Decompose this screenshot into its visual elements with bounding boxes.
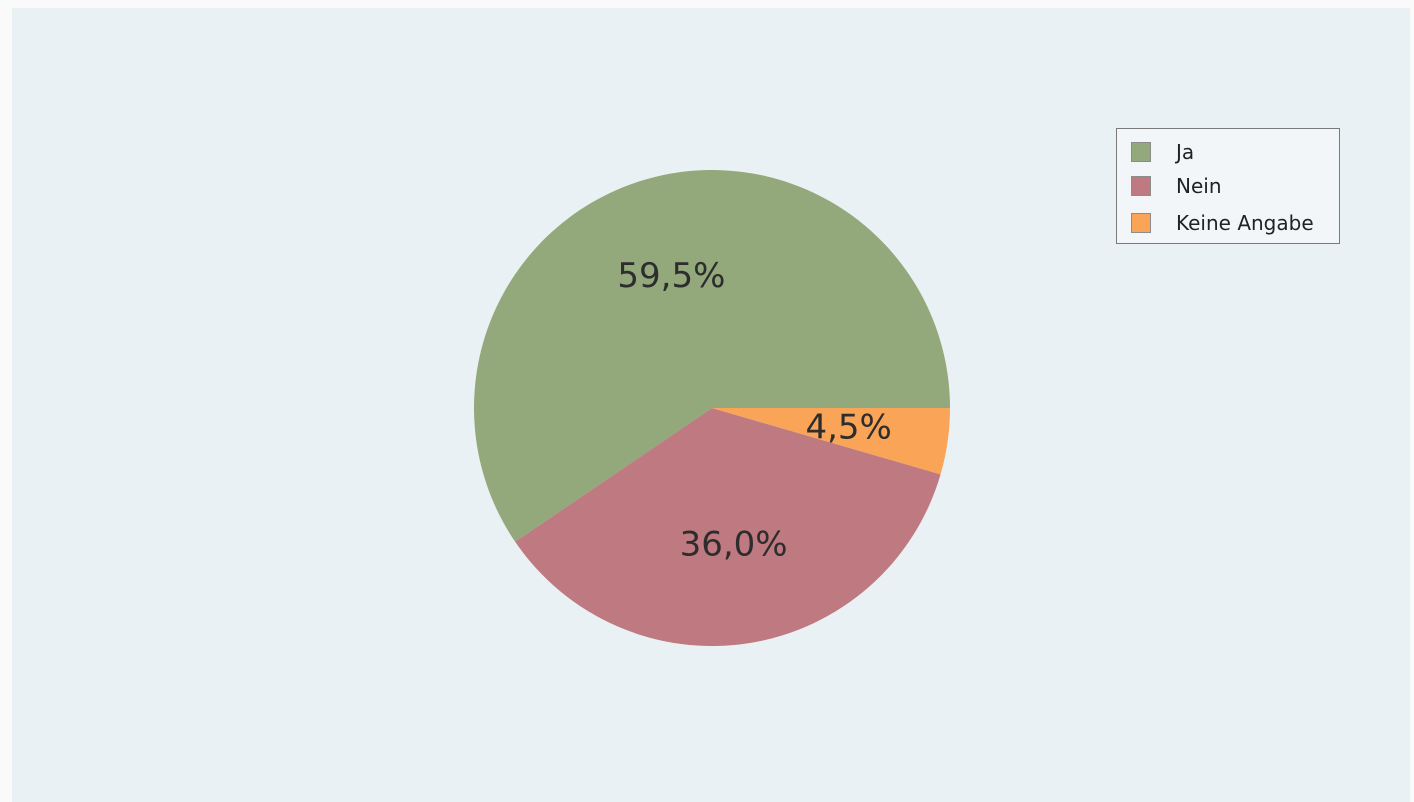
legend-label-ja: Ja: [1176, 140, 1195, 164]
legend-label-keine-angabe: Keine Angabe: [1176, 211, 1314, 235]
legend-swatch-ja: [1131, 142, 1151, 162]
legend-swatch-keine-angabe: [1131, 213, 1151, 233]
legend-item-ja: Ja: [1131, 140, 1195, 164]
legend-item-keine-angabe: Keine Angabe: [1131, 211, 1314, 235]
slice-label-ja: 59,5%: [617, 256, 725, 296]
legend-swatch-nein: [1131, 176, 1151, 196]
slice-label-keine-angabe: 4,5%: [805, 407, 891, 447]
pie-chart: 59,5% 36,0% 4,5%: [474, 170, 950, 647]
legend: Ja Nein Keine Angabe: [1116, 128, 1340, 244]
legend-item-nein: Nein: [1131, 174, 1222, 198]
chart-panel: 59,5% 36,0% 4,5% Ja Nein Keine Angabe: [12, 8, 1410, 802]
pie-slice-ja: [474, 170, 950, 542]
legend-label-nein: Nein: [1176, 174, 1222, 198]
pie-slice-nein: [515, 408, 941, 647]
slice-label-nein: 36,0%: [680, 524, 788, 564]
pie-slice-keine-angabe: [712, 408, 950, 475]
